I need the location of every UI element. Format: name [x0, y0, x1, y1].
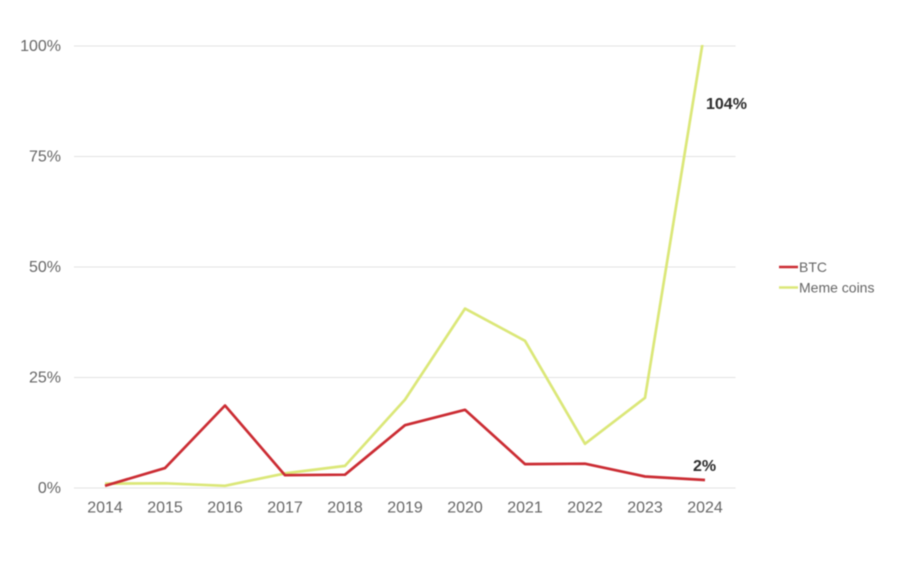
svg-text:104%: 104% — [706, 96, 747, 113]
svg-text:100%: 100% — [20, 38, 61, 55]
svg-text:2017: 2017 — [267, 500, 303, 517]
svg-text:2023: 2023 — [627, 500, 663, 517]
svg-text:2018: 2018 — [327, 500, 363, 517]
svg-text:Meme coins: Meme coins — [799, 280, 874, 296]
svg-text:50%: 50% — [29, 259, 61, 276]
svg-text:2020: 2020 — [447, 500, 483, 517]
svg-text:2015: 2015 — [147, 500, 183, 517]
svg-text:2022: 2022 — [567, 500, 603, 517]
svg-text:2019: 2019 — [387, 500, 423, 517]
svg-text:2016: 2016 — [207, 500, 243, 517]
svg-text:2024: 2024 — [687, 500, 723, 517]
svg-text:25%: 25% — [29, 370, 61, 387]
svg-text:0%: 0% — [38, 480, 61, 497]
svg-text:BTC: BTC — [799, 259, 827, 275]
svg-text:2%: 2% — [693, 458, 716, 475]
svg-text:2021: 2021 — [507, 500, 543, 517]
svg-text:2014: 2014 — [87, 500, 123, 517]
svg-text:75%: 75% — [29, 149, 61, 166]
